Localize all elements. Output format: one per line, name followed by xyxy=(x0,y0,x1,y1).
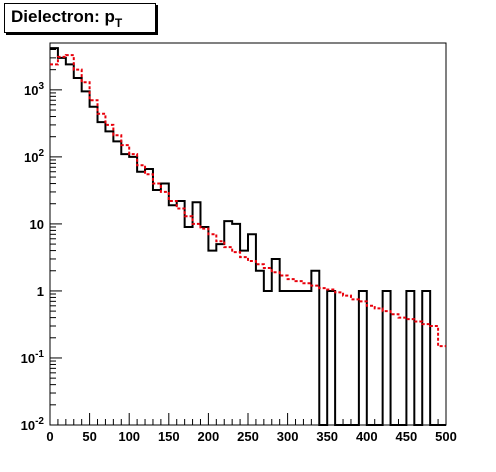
x-tick-label: 500 xyxy=(435,429,457,444)
x-tick-label: 450 xyxy=(396,429,418,444)
chart-title-box: Dielectron: pT xyxy=(4,3,156,33)
x-tick-label: 350 xyxy=(316,429,338,444)
histogram-series-1-line xyxy=(50,47,446,426)
x-tick-label: 50 xyxy=(82,429,96,444)
x-tick-label: 200 xyxy=(198,429,220,444)
y-tick-label: 10-2 xyxy=(21,416,45,433)
histogram-series-2-line xyxy=(50,54,446,348)
x-tick-label: 150 xyxy=(158,429,180,444)
chart-title-subscript: T xyxy=(114,16,123,30)
y-tick-label: 10 xyxy=(30,217,44,232)
x-tick-label: 100 xyxy=(118,429,140,444)
chart-title-main: Dielectron: p xyxy=(11,7,115,26)
y-tick-label: 1 xyxy=(37,284,44,299)
chart-title: Dielectron: pT xyxy=(11,7,122,30)
y-tick-label: 103 xyxy=(24,81,44,98)
x-tick-label: 400 xyxy=(356,429,378,444)
x-tick-label: 250 xyxy=(237,429,259,444)
x-tick-label: 0 xyxy=(46,429,53,444)
y-tick-label: 10-1 xyxy=(21,349,45,366)
x-tick-label: 300 xyxy=(277,429,299,444)
y-tick-label: 102 xyxy=(24,148,44,165)
